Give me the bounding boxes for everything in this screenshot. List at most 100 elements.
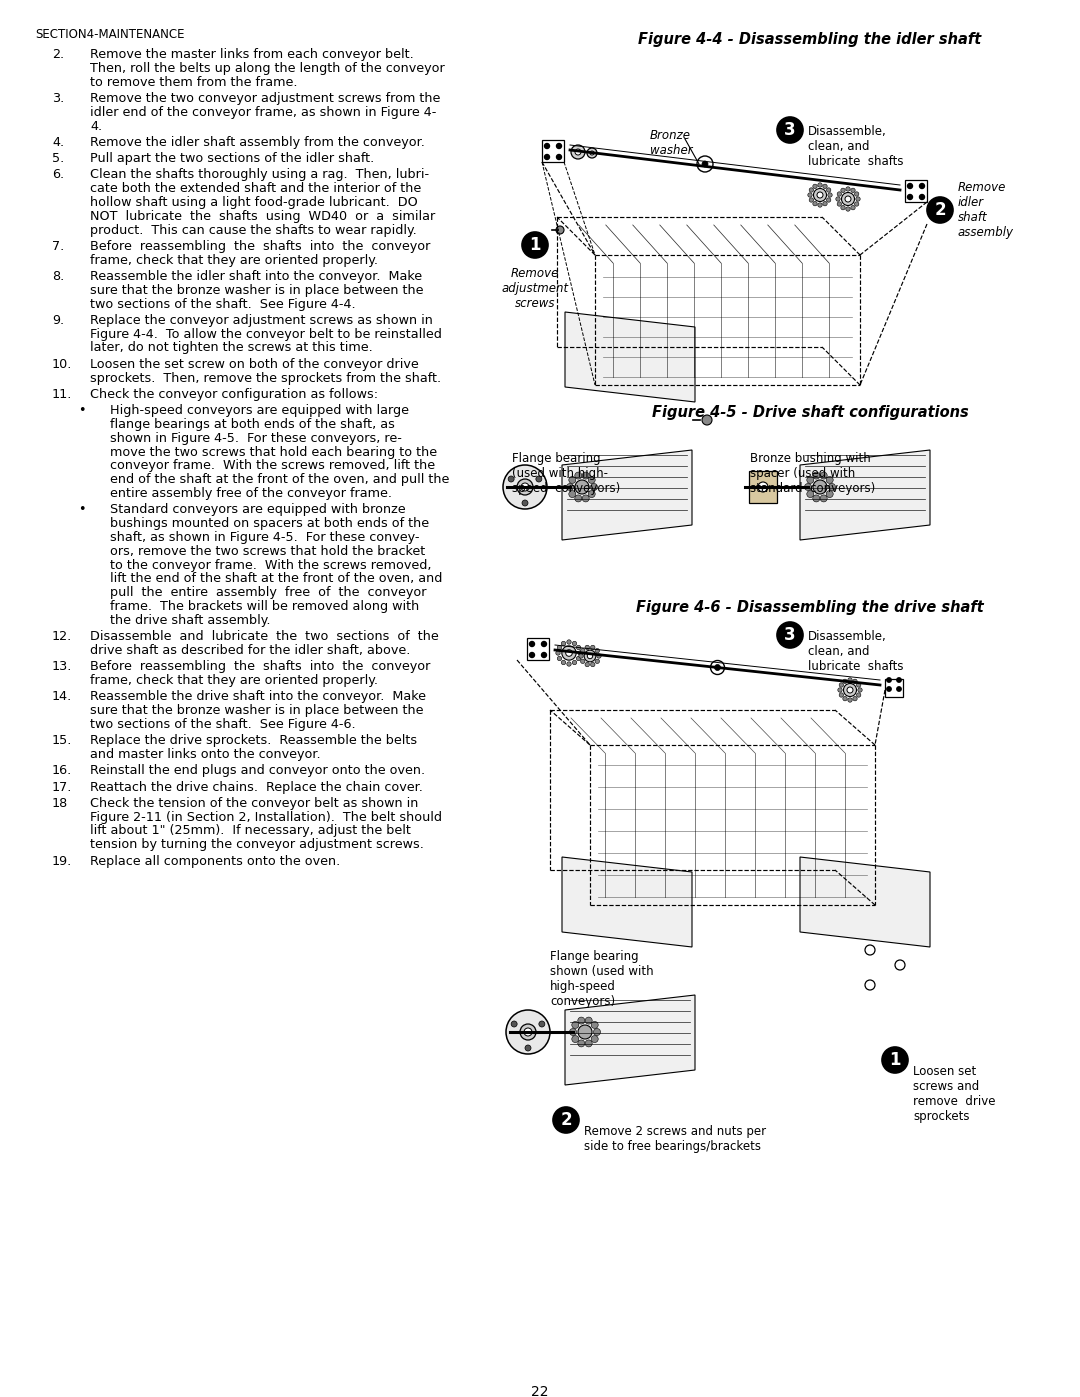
Text: lift about 1" (25mm).  If necessary, adjust the belt: lift about 1" (25mm). If necessary, adju… (90, 824, 410, 837)
Circle shape (521, 483, 529, 490)
Circle shape (585, 645, 590, 650)
Text: Reattach the drive chains.  Replace the chain cover.: Reattach the drive chains. Replace the c… (90, 781, 423, 793)
Text: High-speed conveyors are equipped with large: High-speed conveyors are equipped with l… (110, 404, 409, 418)
Circle shape (562, 641, 566, 645)
Circle shape (813, 201, 818, 205)
Circle shape (575, 481, 589, 495)
Text: 12.: 12. (52, 630, 72, 643)
Text: 13.: 13. (52, 661, 72, 673)
Circle shape (827, 193, 833, 197)
Circle shape (595, 648, 599, 652)
Circle shape (575, 495, 582, 502)
Circle shape (556, 226, 564, 235)
Text: Replace the conveyor adjustment screws as shown in: Replace the conveyor adjustment screws a… (90, 314, 433, 327)
Polygon shape (800, 450, 930, 541)
Circle shape (578, 1017, 584, 1024)
Circle shape (591, 662, 595, 666)
Circle shape (823, 184, 827, 189)
Circle shape (567, 640, 571, 644)
Circle shape (816, 191, 823, 198)
Text: Loosen set
screws and
remove  drive
sprockets: Loosen set screws and remove drive sproc… (913, 1065, 996, 1123)
Text: Remove 2 screws and nuts per
side to free bearings/brackets: Remove 2 screws and nuts per side to fre… (584, 1125, 766, 1153)
Circle shape (522, 232, 548, 258)
Circle shape (571, 145, 585, 159)
Text: Figure 4-5 - Drive shaft configurations: Figure 4-5 - Drive shaft configurations (651, 405, 969, 420)
Circle shape (524, 1028, 532, 1037)
Circle shape (826, 198, 831, 203)
Circle shape (818, 183, 822, 187)
Circle shape (853, 679, 858, 683)
Circle shape (591, 1021, 598, 1028)
Text: two sections of the shaft.  See Figure 4-6.: two sections of the shaft. See Figure 4-… (90, 718, 355, 731)
Circle shape (525, 1045, 531, 1051)
Circle shape (589, 490, 595, 497)
Text: 14.: 14. (52, 690, 72, 703)
Bar (542, 140, 564, 162)
Text: NOT  lubricate  the  shafts  using  WD40  or  a  similar: NOT lubricate the shafts using WD40 or a… (90, 210, 435, 222)
Circle shape (575, 149, 581, 155)
Text: 19.: 19. (52, 855, 72, 868)
Text: 5.: 5. (52, 152, 64, 165)
Circle shape (839, 693, 843, 697)
Circle shape (858, 687, 862, 692)
Polygon shape (565, 312, 696, 402)
Circle shape (818, 203, 822, 207)
Text: sure that the bronze washer is in place between the: sure that the bronze washer is in place … (90, 704, 423, 717)
Circle shape (808, 193, 812, 197)
Text: Figure 4-6 - Disassembling the drive shaft: Figure 4-6 - Disassembling the drive sha… (636, 599, 984, 615)
Circle shape (820, 495, 827, 502)
Text: frame, check that they are oriented properly.: frame, check that they are oriented prop… (90, 254, 378, 267)
Circle shape (572, 661, 577, 665)
Text: conveyor frame.  With the screws removed, lift the: conveyor frame. With the screws removed,… (110, 460, 435, 472)
Text: 3: 3 (784, 626, 796, 644)
Circle shape (578, 1039, 584, 1046)
Circle shape (843, 683, 856, 697)
Circle shape (856, 693, 861, 697)
Text: 9.: 9. (52, 314, 64, 327)
Text: to remove them from the frame.: to remove them from the frame. (90, 75, 297, 88)
Circle shape (813, 184, 818, 189)
Text: SECTION4‑MAINTENANCE: SECTION4‑MAINTENANCE (35, 28, 185, 41)
Circle shape (841, 193, 854, 205)
Circle shape (572, 641, 577, 645)
Text: cate both the extended shaft and the interior of the: cate both the extended shaft and the int… (90, 182, 421, 196)
Circle shape (571, 1021, 579, 1028)
Polygon shape (562, 856, 692, 947)
Circle shape (529, 641, 535, 647)
Text: the drive shaft assembly.: the drive shaft assembly. (110, 613, 270, 627)
Circle shape (581, 659, 585, 664)
Text: 4.: 4. (90, 120, 103, 133)
Bar (527, 638, 549, 659)
Circle shape (919, 183, 924, 189)
Circle shape (895, 960, 905, 970)
Text: Remove the two conveyor adjustment screws from the: Remove the two conveyor adjustment screw… (90, 92, 441, 105)
Text: drive shaft as described for the idler shaft, above.: drive shaft as described for the idler s… (90, 644, 410, 657)
Circle shape (541, 652, 546, 658)
Circle shape (813, 495, 820, 502)
Circle shape (826, 490, 833, 497)
Circle shape (711, 661, 725, 675)
Text: shaft, as shown in Figure 4-5.  For these convey-: shaft, as shown in Figure 4-5. For these… (110, 531, 419, 543)
Text: 7.: 7. (52, 240, 64, 253)
Text: 18: 18 (52, 796, 68, 810)
Circle shape (511, 1021, 517, 1027)
Circle shape (517, 479, 534, 495)
Text: Bronze
washer: Bronze washer (650, 129, 692, 156)
Circle shape (919, 194, 924, 200)
Text: 1: 1 (529, 236, 541, 254)
Bar (885, 679, 903, 697)
Text: Figure 2-11 (in Section 2, Installation).  The belt should: Figure 2-11 (in Section 2, Installation)… (90, 810, 442, 824)
Circle shape (882, 1046, 908, 1073)
Circle shape (887, 687, 891, 692)
Circle shape (851, 205, 855, 210)
Circle shape (577, 657, 581, 661)
Circle shape (837, 191, 841, 196)
Circle shape (522, 500, 528, 506)
Circle shape (842, 697, 847, 701)
Circle shape (557, 645, 562, 650)
Text: Replace all components onto the oven.: Replace all components onto the oven. (90, 855, 340, 868)
Circle shape (584, 650, 596, 662)
Circle shape (529, 652, 535, 658)
Circle shape (758, 482, 768, 492)
Text: Remove the master links from each conveyor belt.: Remove the master links from each convey… (90, 47, 414, 61)
